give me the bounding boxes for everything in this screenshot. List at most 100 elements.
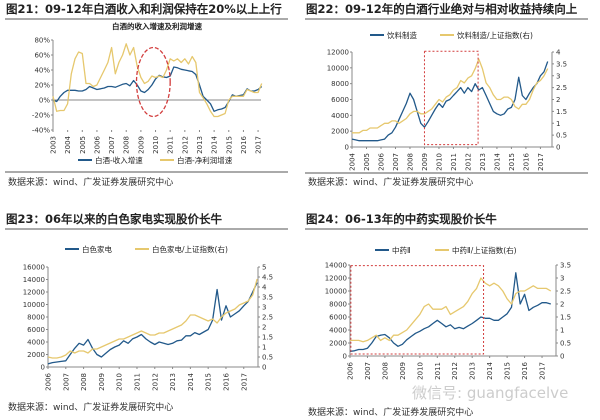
x-tick-label: 2011 <box>434 362 442 380</box>
chart-panel-24: 图24：06-13年的中药实现股价长牛 0 2000 4000 6000 8000 1000… <box>300 210 600 420</box>
x-tick-label: 2015 <box>508 153 516 171</box>
x-tick-label: 2013 <box>479 153 487 171</box>
x-tick-label: 2008 <box>123 136 131 154</box>
x-tick-label: 2014 <box>187 372 195 390</box>
x-tick-label: 2009 <box>137 136 145 154</box>
x-tick-label: 2011 <box>167 136 175 154</box>
y-tick-label-left: 4000 <box>27 339 45 347</box>
x-tick-label: 2016 <box>222 372 230 390</box>
chart-title: 图21：09-12年白酒收入和利润保持在20%以上上行 <box>6 2 282 16</box>
x-tick-label: 2016 <box>521 361 529 379</box>
x-tick-label: 2007 <box>108 136 116 154</box>
x-tick-label: 2009 <box>399 362 407 380</box>
x-tick-label: 2014 <box>493 152 501 170</box>
y-tick-label-right: 4 <box>262 284 267 292</box>
x-tick-label: 2007 <box>392 153 400 171</box>
x-tick-label: 2005 <box>363 153 371 171</box>
y-tick-label-right: 2 <box>556 96 560 104</box>
legend-label-1: 中药Ⅱ <box>392 245 411 255</box>
x-tick-label: 2015 <box>504 362 512 380</box>
source-note: 数据来源：wind、广发证券发展研究中心 <box>308 176 473 188</box>
chart-title: 图24：06-13年的中药实现股价长牛 <box>306 212 497 226</box>
x-tick-label: 2012 <box>151 373 159 391</box>
y-tick-label-left: 12000 <box>23 289 45 297</box>
y-tick-label-left: 20% <box>34 82 50 90</box>
chart-title: 图22：09-12年的白酒行业绝对与相对收益持续向上 <box>306 2 578 16</box>
y-tick-label-left: 2000 <box>27 351 45 359</box>
y-tick-label-left: 4000 <box>329 327 347 335</box>
y-tick-label-right: 3 <box>262 304 266 312</box>
y-tick-label-left: 8000 <box>27 314 45 322</box>
y-tick-label-right: 0.5 <box>556 132 567 140</box>
x-tick-label: 2007 <box>62 373 70 391</box>
y-tick-label-right: 2.5 <box>556 84 567 92</box>
legend-label-2: 饮料制造/上证指数(右) <box>457 30 533 40</box>
y-tick-label-right: 2.5 <box>560 288 571 296</box>
series-line-2 <box>350 277 552 343</box>
x-tick-label: 2010 <box>435 153 443 171</box>
x-tick-label: 2011 <box>133 373 141 391</box>
x-tick-label: 2014 <box>486 361 494 379</box>
legend-label-2: 白色家电/上证指数(右) <box>152 244 228 254</box>
legend-label-1: 白色家电 <box>82 244 112 254</box>
y-tick-label-right: 0.5 <box>262 354 273 362</box>
y-tick-label-right: 3.5 <box>560 262 571 270</box>
x-tick-label: 2006 <box>45 372 53 390</box>
y-tick-label-left: -40% <box>32 127 50 135</box>
y-tick-label-right: 2 <box>262 324 266 332</box>
y-tick-label-left: 0% <box>39 97 50 105</box>
x-tick-label: 2015 <box>205 373 213 391</box>
x-tick-label: 2008 <box>80 373 88 391</box>
highlight-rect <box>423 50 479 146</box>
x-tick-label: 2004 <box>349 152 357 170</box>
x-tick-label: 2017 <box>240 373 248 391</box>
y-tick-label-right: 5 <box>262 264 266 272</box>
x-tick-label: 2017 <box>537 153 545 171</box>
x-tick-label: 2006 <box>377 152 385 170</box>
y-tick-label-left: 10000 <box>23 301 45 309</box>
x-tick-label: 2017 <box>255 136 263 154</box>
x-tick-label: 2005 <box>79 136 87 154</box>
x-tick-label: 2012 <box>451 362 459 380</box>
x-tick-label: 2011 <box>450 153 458 171</box>
y-tick-label-left: 6000 <box>331 96 349 104</box>
y-tick-label-left: 12000 <box>325 275 347 283</box>
x-tick-label: 2012 <box>464 153 472 171</box>
y-tick-label-right: 0.5 <box>560 340 571 348</box>
x-tick-label: 2010 <box>152 136 160 154</box>
x-tick-label: 2013 <box>169 373 177 391</box>
x-tick-label: 2009 <box>98 373 106 391</box>
y-tick-label-right: 3.5 <box>262 294 273 302</box>
x-tick-label: 2006 <box>347 361 355 379</box>
x-tick-label: 2016 <box>240 135 248 153</box>
x-tick-label: 2013 <box>469 362 477 380</box>
y-tick-label-right: 1.5 <box>262 334 273 342</box>
y-tick-label-left: 0 <box>345 144 349 152</box>
y-tick-label-left: 16000 <box>23 264 45 272</box>
chart-panel-23: 图23：06年以来的白色家电实现股价长牛 0 2000 4000 6000 8000 100… <box>0 210 300 420</box>
y-tick-label-right: 1.5 <box>560 314 571 322</box>
x-tick-label: 2012 <box>181 136 189 154</box>
y-tick-label-left: 10000 <box>325 288 347 296</box>
y-tick-label-left: 60% <box>34 52 50 60</box>
x-tick-label: 2017 <box>539 362 547 380</box>
series-line-2 <box>47 278 258 359</box>
y-tick-label-left: 2000 <box>329 340 347 348</box>
y-tick-label-left: 0 <box>343 353 347 361</box>
legend-label-2: 中药Ⅱ/上证指数(右) <box>452 245 517 255</box>
series-line-1 <box>351 61 549 142</box>
y-tick-label-right: 3 <box>556 72 560 80</box>
x-tick-label: 2015 <box>225 136 233 154</box>
y-tick-label-right: 1 <box>556 120 560 128</box>
chart-panel-21: 图21：09-12年白酒收入和利润保持在20%以上上行 白酒的收入增速及利润增速 -… <box>0 0 300 210</box>
y-tick-label-left: -20% <box>32 112 50 120</box>
y-tick-label-left: 8000 <box>331 80 349 88</box>
chart-panel-22: 图22：09-12年的白酒行业绝对与相对收益持续向上 0 2000 4000 6000 8… <box>300 0 600 210</box>
y-tick-label-right: 1 <box>262 344 266 352</box>
x-tick-label: 2008 <box>406 153 414 171</box>
x-tick-label: 2014 <box>211 135 219 153</box>
y-tick-label-left: 40% <box>34 67 50 75</box>
x-tick-label: 2010 <box>116 373 124 391</box>
y-tick-label-right: 4 <box>556 49 561 57</box>
source-note: 数据来源：wind、广发证券发展研究中心 <box>8 176 173 188</box>
